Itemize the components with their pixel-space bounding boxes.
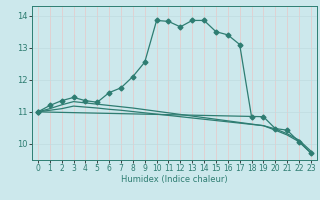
X-axis label: Humidex (Indice chaleur): Humidex (Indice chaleur) — [121, 175, 228, 184]
